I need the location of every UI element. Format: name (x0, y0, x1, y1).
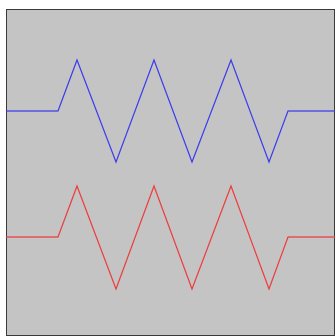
red-zigzag-line (6, 184, 335, 291)
blue-zigzag-line (6, 58, 335, 164)
canvas-background (6, 9, 335, 336)
drawing-canvas (6, 9, 335, 336)
